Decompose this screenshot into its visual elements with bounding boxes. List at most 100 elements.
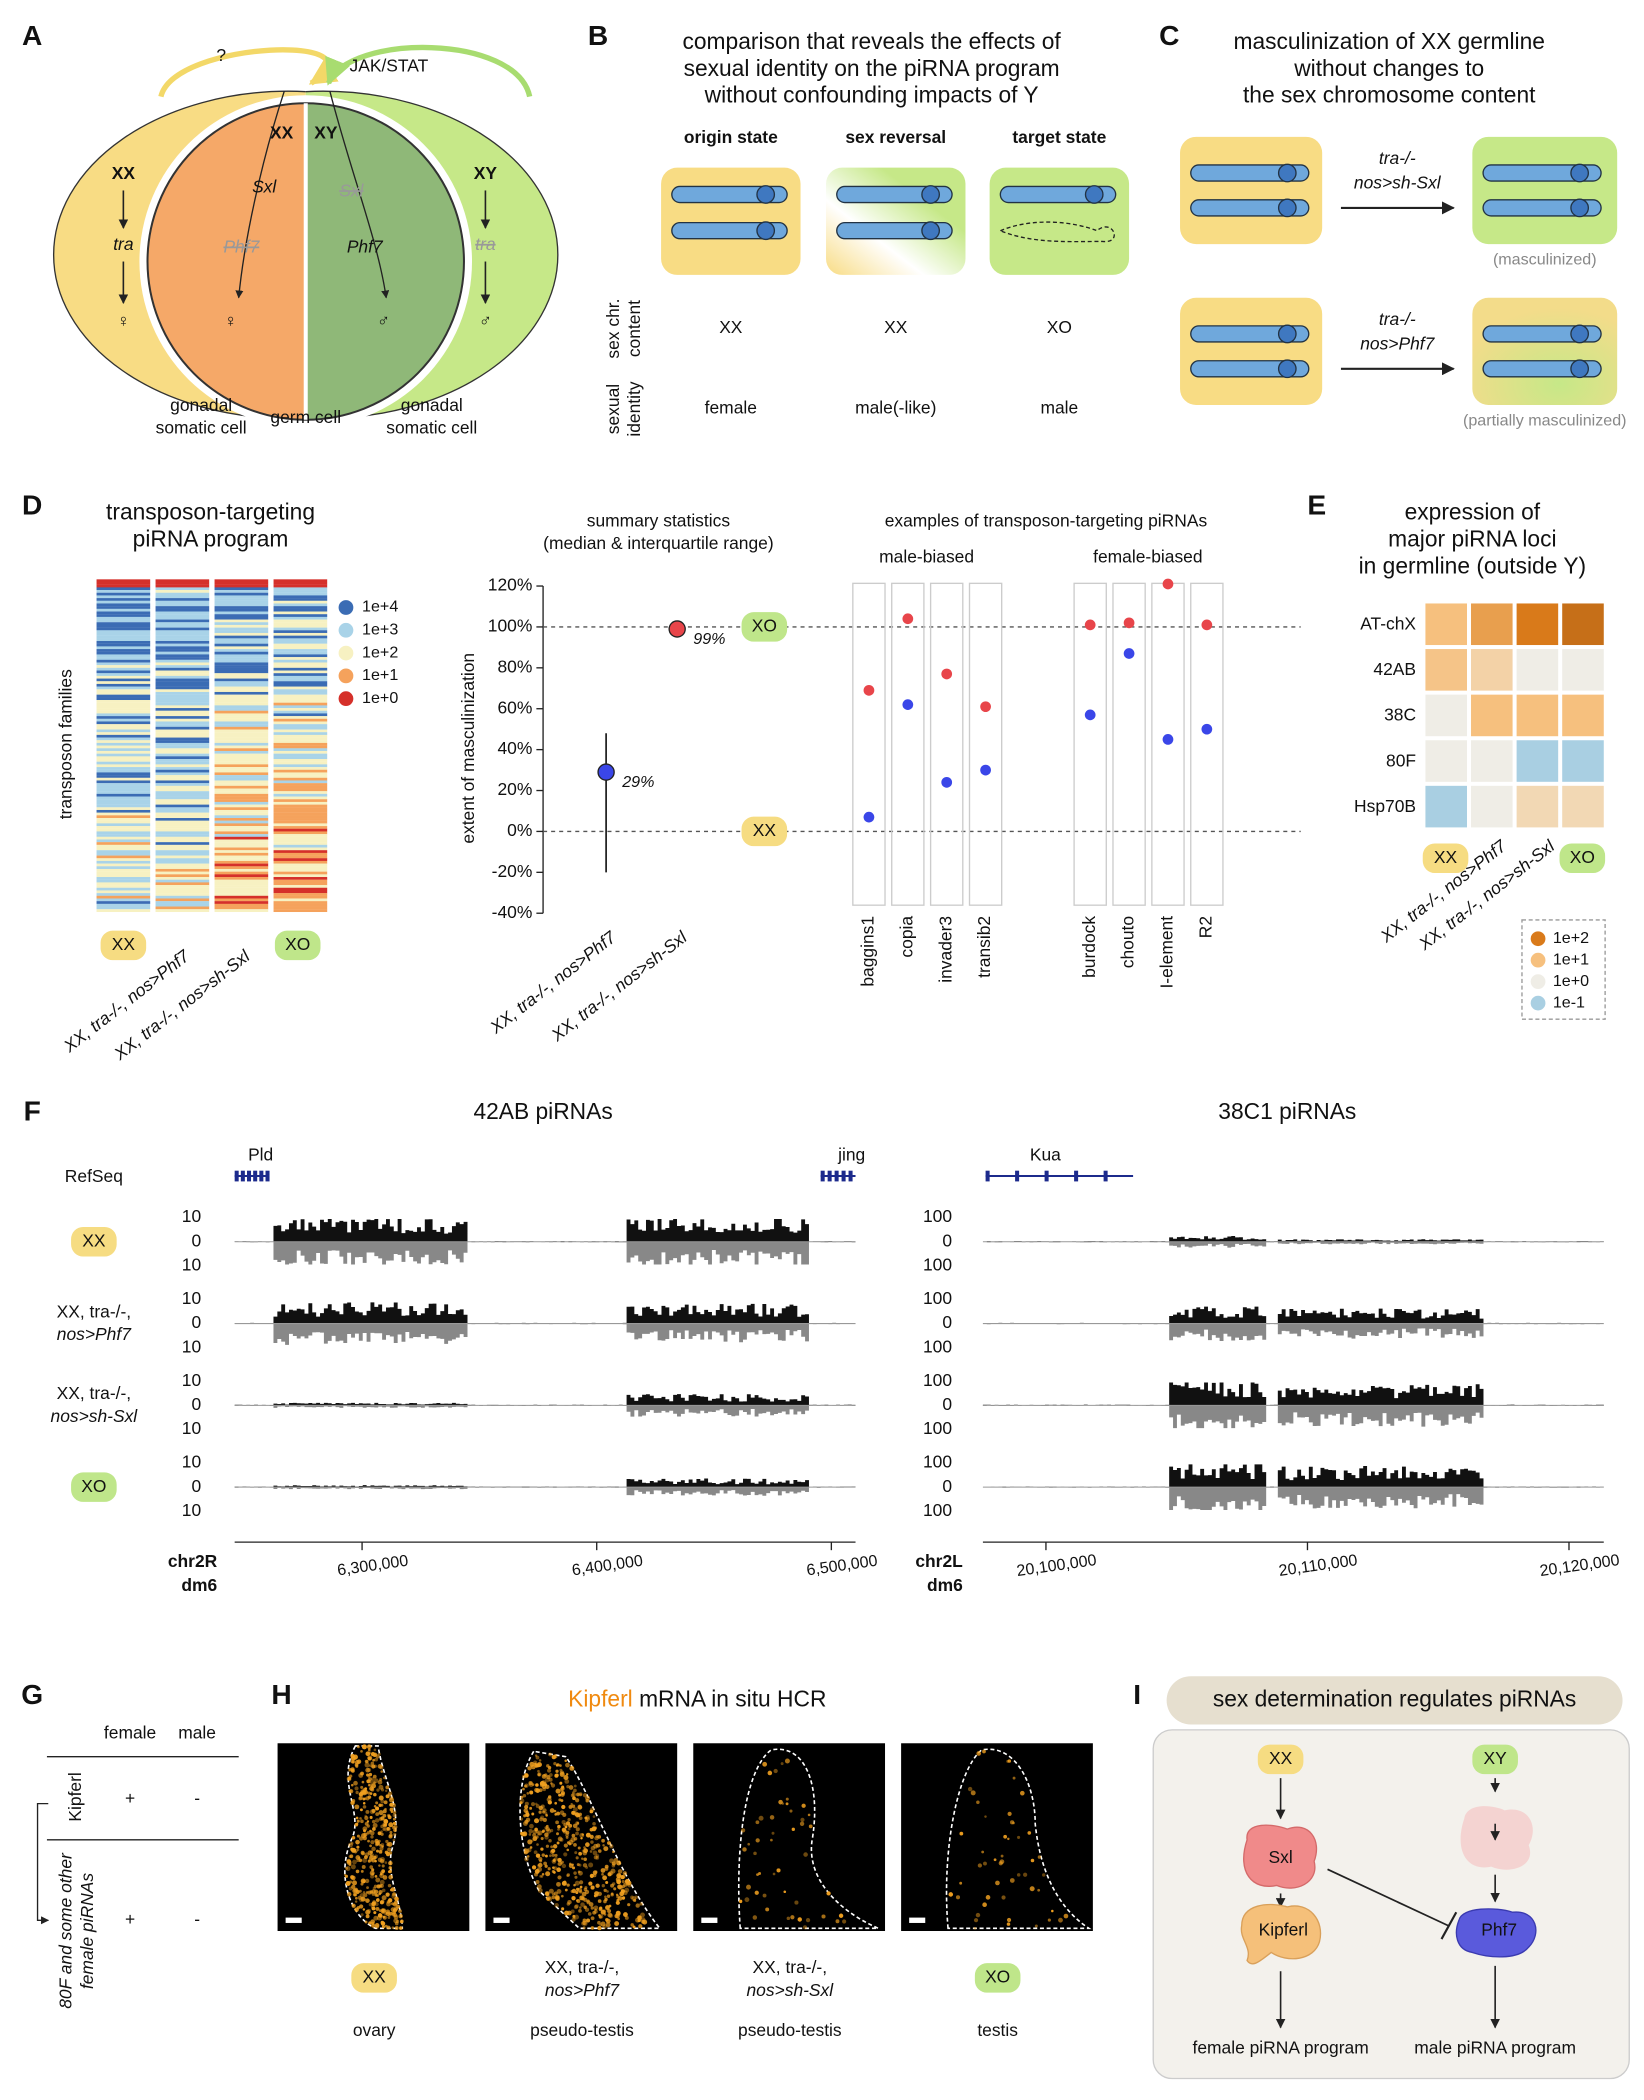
heatmap-stripe xyxy=(155,820,210,824)
signal-dot xyxy=(371,1846,376,1852)
median-dot xyxy=(597,763,615,781)
signal-dot xyxy=(598,1914,604,1919)
signal-dot xyxy=(573,1784,577,1788)
label: transposon families xyxy=(56,669,76,819)
dot xyxy=(1084,709,1096,721)
heatmap-stripe xyxy=(214,753,269,757)
signal-dot xyxy=(351,1884,356,1890)
heatmap-stripe xyxy=(273,831,328,835)
heatmap-stripe xyxy=(155,673,210,677)
heatmap-stripe xyxy=(96,667,151,671)
heatmap-stripe xyxy=(155,804,210,808)
signal-dot xyxy=(537,1888,543,1893)
signal-dot xyxy=(343,1873,347,1877)
signal-dot xyxy=(381,1870,385,1874)
signal-dot xyxy=(555,1788,561,1794)
signal-dot xyxy=(388,1822,394,1828)
signal-dot xyxy=(531,1865,537,1870)
signal-dot xyxy=(808,1824,813,1829)
heatmap-stripe xyxy=(96,812,151,816)
label: F xyxy=(24,1095,41,1126)
dot xyxy=(863,811,875,823)
signal-dot xyxy=(797,1917,802,1922)
heatmap-stripe xyxy=(214,627,269,631)
signal-dot xyxy=(392,1810,397,1815)
coverage-sense xyxy=(234,1478,856,1488)
signal-dot xyxy=(523,1847,527,1851)
signal-dot xyxy=(608,1904,612,1908)
signal-dot xyxy=(363,1893,368,1898)
heatmap-stripe xyxy=(273,895,328,899)
signal-dot xyxy=(351,1835,356,1840)
signal-dot xyxy=(1000,1854,1004,1858)
signal-dot xyxy=(557,1836,563,1842)
heatmap-stripe xyxy=(96,694,151,698)
heatmap-stripe xyxy=(273,877,328,880)
signal-dot xyxy=(375,1806,380,1811)
signal-dot xyxy=(582,1926,586,1930)
heatmap-stripe xyxy=(155,882,210,886)
signal-dot xyxy=(622,1871,628,1876)
heatmap-stripe xyxy=(96,858,151,862)
heatmap-stripe xyxy=(155,879,210,883)
signal-dot xyxy=(803,1852,808,1857)
label: 0 xyxy=(942,1394,952,1414)
heatmap-stripe xyxy=(214,726,269,730)
signal-dot xyxy=(1030,1858,1035,1863)
signal-dot xyxy=(370,1840,375,1845)
legend-swatch xyxy=(338,691,354,707)
signal-dot xyxy=(353,1893,357,1897)
heatmap-stripe xyxy=(155,909,210,913)
signal-dot xyxy=(563,1823,567,1827)
signal-dot xyxy=(575,1798,580,1803)
signal-dot xyxy=(369,1786,374,1791)
signal-dot xyxy=(360,1896,366,1902)
signal-dot xyxy=(381,1925,386,1929)
heatmap-stripe xyxy=(214,844,269,848)
median-dot xyxy=(668,620,686,638)
signal-dot xyxy=(570,1793,575,1798)
heatmap-stripe xyxy=(96,775,151,778)
signal-dot xyxy=(544,1835,549,1840)
signal-dot xyxy=(762,1893,767,1898)
heatmap-stripe xyxy=(96,641,151,644)
heatmap-stripe xyxy=(96,783,151,786)
heatmap-stripe xyxy=(155,700,210,703)
tissue-outline xyxy=(738,1748,879,1930)
label: 1e+2 xyxy=(1553,929,1589,947)
heatmap-stripe xyxy=(155,777,210,781)
signal-dot xyxy=(595,1843,601,1848)
signal-dot xyxy=(549,1808,555,1813)
heatmap-stripe xyxy=(273,839,328,843)
legend-swatch xyxy=(1530,995,1546,1011)
heatmap-stripe xyxy=(96,855,151,859)
signal-dot xyxy=(388,1869,392,1874)
signal-dot xyxy=(605,1922,611,1928)
signal-dot xyxy=(374,1818,380,1823)
heatmap-stripe xyxy=(273,654,328,658)
signal-dot xyxy=(394,1907,399,1911)
signal-dot xyxy=(1023,1872,1028,1877)
heatmap-stripe xyxy=(214,909,269,913)
signal-dot xyxy=(345,1866,349,1870)
label: male xyxy=(1040,398,1078,418)
heatmap-stripe xyxy=(155,855,210,859)
heatmap-stripe xyxy=(96,708,151,711)
heatmap-stripe xyxy=(96,836,151,840)
heatmap-stripe xyxy=(96,622,151,626)
coverage-sense xyxy=(234,1302,856,1324)
heatmap-cell xyxy=(1425,694,1467,737)
signal-dot xyxy=(975,1912,981,1918)
state-box xyxy=(1472,297,1618,406)
label: + xyxy=(125,1909,135,1929)
signal-dot xyxy=(582,1918,587,1923)
heatmap-stripe xyxy=(155,866,210,870)
signal-dot xyxy=(368,1772,373,1777)
signal-dot xyxy=(366,1886,369,1890)
signal-dot xyxy=(578,1851,583,1856)
signal-dot xyxy=(534,1754,538,1757)
dot xyxy=(980,701,991,713)
signal-dot xyxy=(571,1804,576,1809)
label: summary statistics xyxy=(587,510,731,530)
label: piRNA program xyxy=(133,525,289,551)
